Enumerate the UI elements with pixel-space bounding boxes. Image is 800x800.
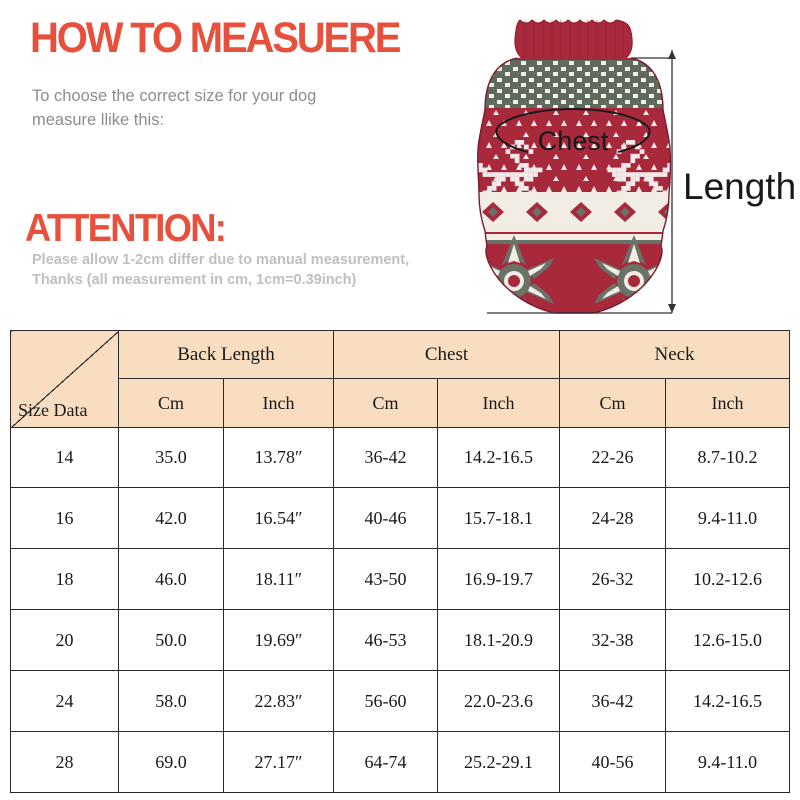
svg-text:Length: Length <box>683 166 796 207</box>
svg-text:Chest: Chest <box>538 126 609 156</box>
